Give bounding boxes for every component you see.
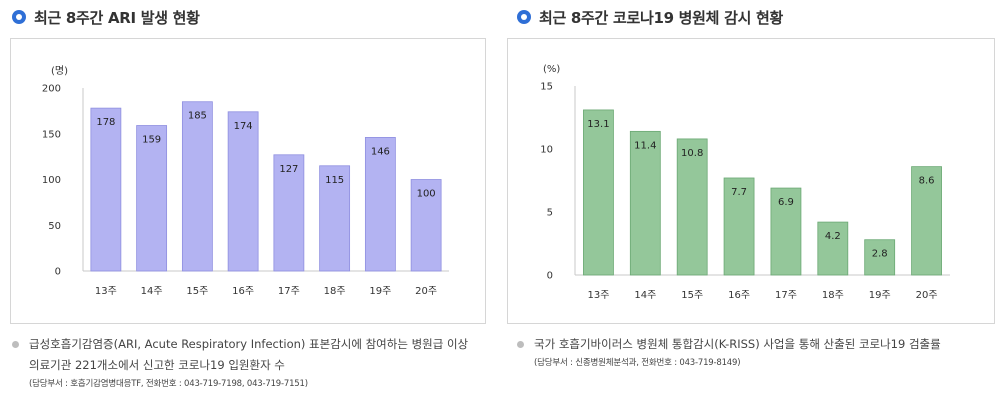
- covid-data-label: 11.4: [634, 140, 656, 151]
- covid-data-label: 4.2: [825, 231, 841, 242]
- ari-unit-label: (명): [51, 65, 68, 77]
- ari-bar: [319, 165, 351, 272]
- covid-bar: [911, 166, 942, 276]
- covid-y-tick-label: 15: [540, 82, 553, 93]
- ari-bar: [136, 125, 168, 272]
- covid-y-tick-label: 0: [547, 271, 553, 282]
- covid-data-label: 6.9: [778, 197, 794, 208]
- covid-unit-label: (%): [543, 64, 560, 75]
- ari-chart: (명) 0 50 100 150 200 178 13주 159 14주 185 15주 174 16주 1…: [10, 38, 486, 324]
- ari-x-tick-label: 15주: [186, 286, 208, 297]
- ari-x-tick-label: 19주: [369, 286, 391, 297]
- ari-data-label: 174: [234, 121, 253, 132]
- covid-x-tick-label: 20주: [916, 290, 938, 301]
- covid-bar: [629, 130, 661, 276]
- ari-y-tick-label: 150: [42, 129, 61, 140]
- covid-contact: (담당부서 : 신종병원체분석과, 전화번호 : 043-719-8149): [534, 358, 741, 368]
- covid-bar: [817, 221, 849, 276]
- ari-data-label: 146: [371, 146, 390, 157]
- ari-bar: [273, 154, 305, 272]
- dot-bullet-icon: [517, 341, 524, 348]
- ari-x-tick-label: 13주: [95, 286, 117, 297]
- ari-y-tick-label: 100: [42, 175, 61, 186]
- ari-data-label: 100: [417, 189, 436, 200]
- covid-x-tick-label: 16주: [728, 290, 750, 301]
- ari-y-tick-label: 50: [48, 221, 61, 232]
- covid-data-label: 2.8: [872, 249, 888, 260]
- covid-bar: [770, 187, 802, 276]
- covid-chart: (%) 0 5 10 15 13.1 13주 11.4 14주 10.8 15주 7.7 16주 6.9 1…: [507, 38, 995, 324]
- covid-y-tick-label: 10: [540, 145, 553, 156]
- ari-note-line2: 의료기관 221개소에서 신고한 코로나19 입원환자 수: [29, 358, 285, 372]
- ari-x-tick-label: 14주: [141, 286, 163, 297]
- circle-bullet-icon: [517, 10, 531, 24]
- ari-y-tick-label: 0: [55, 267, 61, 278]
- covid-panel: 최근 8주간 코로나19 병원체 감시 현황 (%) 0 5 10 15 13.1 13주 1…: [505, 0, 995, 403]
- ari-data-label: 127: [279, 164, 298, 175]
- ari-contact: (담당부서 : 호흡기감염병대응TF, 전화번호 : 043-719-7198,…: [29, 379, 308, 389]
- covid-notes: 국가 호흡기바이러스 병원체 통합감시(K-RISS) 사업을 통해 산출된 코…: [517, 334, 995, 371]
- covid-data-label: 7.7: [731, 187, 747, 198]
- covid-bar: [723, 177, 755, 276]
- covid-x-tick-label: 13주: [587, 290, 609, 301]
- ari-bar: [90, 107, 122, 272]
- covid-note-line1: 국가 호흡기바이러스 병원체 통합감시(K-RISS) 사업을 통해 산출된 코…: [534, 337, 941, 351]
- ari-bar: [364, 137, 396, 272]
- ari-bar: [181, 101, 213, 272]
- ari-notes: 급성호흡기감염증(ARI, Acute Respiratory Infectio…: [12, 334, 490, 392]
- ari-bar: [410, 179, 442, 272]
- covid-x-tick-label: 17주: [775, 290, 797, 301]
- ari-x-tick-label: 16주: [232, 286, 254, 297]
- circle-bullet-icon: [12, 10, 26, 24]
- ari-heading-text: 최근 8주간 ARI 발생 현황: [34, 8, 200, 27]
- covid-data-label: 13.1: [587, 119, 609, 130]
- covid-data-label: 8.6: [919, 176, 935, 187]
- ari-panel: 최근 8주간 ARI 발생 현황 (명) 0 50 100 150 200 178 13주 15…: [0, 0, 490, 403]
- ari-data-label: 185: [188, 111, 207, 122]
- ari-x-tick-label: 18주: [324, 286, 346, 297]
- ari-x-tick-label: 20주: [415, 286, 437, 297]
- covid-x-tick-label: 14주: [634, 290, 656, 301]
- ari-data-label: 115: [325, 175, 344, 186]
- covid-bar: [583, 109, 614, 276]
- ari-data-label: 159: [142, 135, 161, 146]
- ari-x-tick-label: 17주: [278, 286, 300, 297]
- ari-note: 급성호흡기감염증(ARI, Acute Respiratory Infectio…: [12, 334, 490, 355]
- ari-bar: [227, 111, 259, 272]
- covid-heading-text: 최근 8주간 코로나19 병원체 감시 현황: [539, 8, 784, 27]
- ari-bar-chart: (명) 0 50 100 150 200 178 13주 159 14주 185 15주 174 16주 1…: [42, 65, 449, 297]
- ari-note-line1: 급성호흡기감염증(ARI, Acute Respiratory Infectio…: [29, 337, 469, 351]
- covid-bar-chart: (%) 0 5 10 15 13.1 13주 11.4 14주 10.8 15주 7.7 16주 6.9 1…: [540, 64, 950, 301]
- covid-bar: [864, 239, 896, 276]
- covid-note: 국가 호흡기바이러스 병원체 통합감시(K-RISS) 사업을 통해 산출된 코…: [517, 334, 995, 355]
- covid-x-tick-label: 18주: [822, 290, 844, 301]
- covid-x-tick-label: 15주: [681, 290, 703, 301]
- ari-heading: 최근 8주간 ARI 발생 현황: [12, 6, 200, 28]
- covid-bar: [676, 138, 708, 276]
- covid-x-tick-label: 19주: [869, 290, 891, 301]
- ari-y-tick-label: 200: [42, 84, 61, 95]
- ari-data-label: 178: [96, 117, 115, 128]
- covid-data-label: 10.8: [681, 148, 703, 159]
- covid-heading: 최근 8주간 코로나19 병원체 감시 현황: [517, 6, 783, 28]
- dot-bullet-icon: [12, 341, 19, 348]
- covid-y-tick-label: 5: [547, 208, 553, 219]
